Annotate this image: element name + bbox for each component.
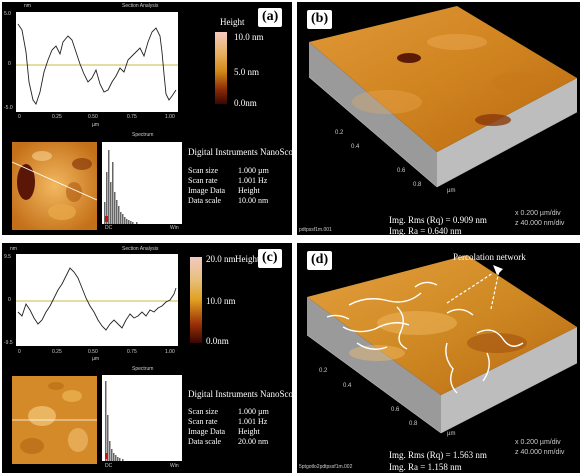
height-color-scale <box>215 32 227 104</box>
section-profile-plot <box>16 12 178 112</box>
scan-info-row: Scan size 1.000 µm <box>188 166 269 175</box>
spectrum-x-left: DC <box>105 463 113 469</box>
spectrum-x-right: Win <box>170 225 179 231</box>
afm-3d-surface <box>306 255 578 434</box>
legend-tick: 0.0nm <box>234 98 257 108</box>
x-tick: 1.00 <box>165 349 175 355</box>
axis-tick: 0.6 <box>397 168 406 174</box>
axis-tick: 0.4 <box>351 144 360 150</box>
scale-x: x 0.200 µm/div <box>515 210 561 217</box>
rms-value: Img. Rms (Rq) = 0.909 nm <box>389 215 487 225</box>
legend-title: Height <box>235 254 260 264</box>
section-title: Section Analysis <box>122 3 159 9</box>
axis-tick: 0.6 <box>391 407 400 413</box>
scan-info-row: Image Data Height <box>188 186 260 195</box>
panel-label: (a) <box>258 8 283 27</box>
x-unit: µm <box>92 122 100 128</box>
x-tick: 0.50 <box>88 114 98 120</box>
scan-info-table: Scan size 1.000 µm Scan rate 1.001 Hz Imag… <box>188 407 269 447</box>
section-y-unit: nm <box>10 246 17 252</box>
scan-info-row: Scan size 1.000 µm <box>188 407 269 416</box>
scale-x: x 0.200 µm/div <box>515 439 561 446</box>
spectrum-x-left: DC <box>105 225 113 231</box>
surface-pit <box>397 53 421 63</box>
nanoscope-header: Digital Instruments NanoScope <box>188 147 292 157</box>
x-tick: 1.00 <box>165 114 175 120</box>
panel-d: (d) Percolatio <box>297 243 580 473</box>
y-tick: 0 <box>8 61 11 67</box>
panel-label: (d) <box>307 251 333 270</box>
axis-tick: 0.8 <box>413 182 422 188</box>
x-tick: 0.75 <box>127 349 137 355</box>
x-tick: 0 <box>18 114 21 120</box>
legend-tick: 10.0 nm <box>234 32 264 42</box>
profile-line <box>17 23 177 105</box>
afm-3d-surface <box>308 6 578 188</box>
panel-label: (b) <box>307 10 333 29</box>
section-title: Section Analysis <box>122 246 159 252</box>
scan-info-row: Scan rate 1.001 Hz <box>188 417 268 426</box>
section-y-unit: nm <box>24 3 31 9</box>
panel-c: nm Section Analysis 9.5 0 -9.5 0 0.25 0.… <box>2 243 292 473</box>
scan-info-table: Scan size 1.000 µm Scan rate 1.001 Hz Imag… <box>188 166 269 206</box>
scan-info-row: Image Data Height <box>188 427 260 436</box>
filename: pdtpssf1m.001 <box>299 227 332 233</box>
panel-a: nm Section Analysis 5.0 0 -5.0 0 0.25 0.… <box>2 2 292 235</box>
legend-title: Height <box>220 17 245 27</box>
x-tick: 0.25 <box>52 349 62 355</box>
arrow-line <box>446 272 494 304</box>
percolation-annotation: Percolation network <box>453 252 526 262</box>
ra-value: Img. Ra = 0.640 nm <box>389 226 462 236</box>
axis-tick: 0.2 <box>335 130 344 136</box>
x-tick: 0 <box>18 349 21 355</box>
percolation-lines <box>326 281 524 394</box>
ra-value: Img. Ra = 1.158 nm <box>389 462 462 472</box>
axis-tick: 0.8 <box>409 421 418 427</box>
scan-info-row: Scan rate 1.001 Hz <box>188 176 268 185</box>
section-profile-plot <box>16 254 178 346</box>
scale-z: z 40.000 nm/div <box>515 220 565 227</box>
y-tick: 0 <box>8 297 11 303</box>
afm-topview-image <box>12 142 97 230</box>
filename: 5ptgotlo2pdtpssf1m.002 <box>299 464 353 470</box>
x-tick: 0.50 <box>88 349 98 355</box>
legend-tick: 5.0 nm <box>234 67 260 77</box>
profile-line <box>17 267 177 331</box>
spectrum-x-right: Win <box>170 463 179 469</box>
nanoscope-header: Digital Instruments NanoScope <box>188 389 292 399</box>
scale-z: z 40.000 nm/div <box>515 449 565 456</box>
scan-info-row: Data scale 20.00 nm <box>188 437 269 446</box>
scan-info-row: Data scale 10.00 nm <box>188 196 269 205</box>
y-tick: 9.5 <box>4 254 11 260</box>
legend-tick: 0.0nm <box>206 336 229 346</box>
axis-unit: µm <box>447 431 456 437</box>
panel-b: (b) 0.2 0.4 0.6 0.8 µm Img. Rms (Rq) = 0… <box>297 2 580 235</box>
height-color-scale <box>190 257 202 343</box>
axis-tick: 0.4 <box>343 383 352 389</box>
axis-tick: 0.2 <box>319 368 328 374</box>
axis-unit: µm <box>447 188 456 194</box>
y-tick: -5.0 <box>4 105 13 111</box>
afm-topview-image <box>12 376 97 464</box>
legend-tick: 10.0 nm <box>206 296 236 306</box>
y-tick: 5.0 <box>4 11 11 17</box>
y-tick: -9.5 <box>4 340 13 346</box>
legend-tick: 20.0 nm <box>206 254 236 264</box>
arrowhead-icon <box>493 265 503 275</box>
rms-value: Img. Rms (Rq) = 1.563 nm <box>389 450 487 460</box>
spectrum-title: Spectrum <box>132 132 154 138</box>
panel-label: (c) <box>258 249 282 268</box>
section-line <box>12 161 97 201</box>
x-tick: 0.25 <box>52 114 62 120</box>
x-unit: µm <box>92 356 100 362</box>
x-tick: 0.75 <box>127 114 137 120</box>
spectrum-plot <box>102 375 182 461</box>
spectrum-title: Spectrum <box>132 366 154 372</box>
spectrum-plot <box>102 142 182 224</box>
